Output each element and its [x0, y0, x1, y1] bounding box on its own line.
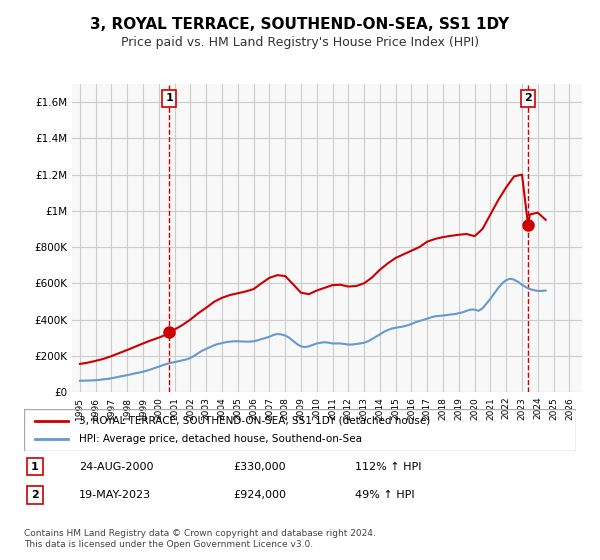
Text: £924,000: £924,000 [234, 490, 287, 500]
Text: 2: 2 [31, 490, 39, 500]
Text: 1: 1 [165, 94, 173, 103]
Text: £330,000: £330,000 [234, 461, 286, 472]
Text: Contains HM Land Registry data © Crown copyright and database right 2024.
This d: Contains HM Land Registry data © Crown c… [24, 529, 376, 549]
Text: 112% ↑ HPI: 112% ↑ HPI [355, 461, 422, 472]
Text: 19-MAY-2023: 19-MAY-2023 [79, 490, 151, 500]
Text: 2: 2 [524, 94, 532, 103]
Text: 24-AUG-2000: 24-AUG-2000 [79, 461, 154, 472]
Text: Price paid vs. HM Land Registry's House Price Index (HPI): Price paid vs. HM Land Registry's House … [121, 36, 479, 49]
Text: 1: 1 [31, 461, 39, 472]
Text: 3, ROYAL TERRACE, SOUTHEND-ON-SEA, SS1 1DY: 3, ROYAL TERRACE, SOUTHEND-ON-SEA, SS1 1… [91, 17, 509, 32]
Text: HPI: Average price, detached house, Southend-on-Sea: HPI: Average price, detached house, Sout… [79, 434, 362, 444]
Text: 3, ROYAL TERRACE, SOUTHEND-ON-SEA, SS1 1DY (detached house): 3, ROYAL TERRACE, SOUTHEND-ON-SEA, SS1 1… [79, 416, 430, 426]
Text: 49% ↑ HPI: 49% ↑ HPI [355, 490, 415, 500]
